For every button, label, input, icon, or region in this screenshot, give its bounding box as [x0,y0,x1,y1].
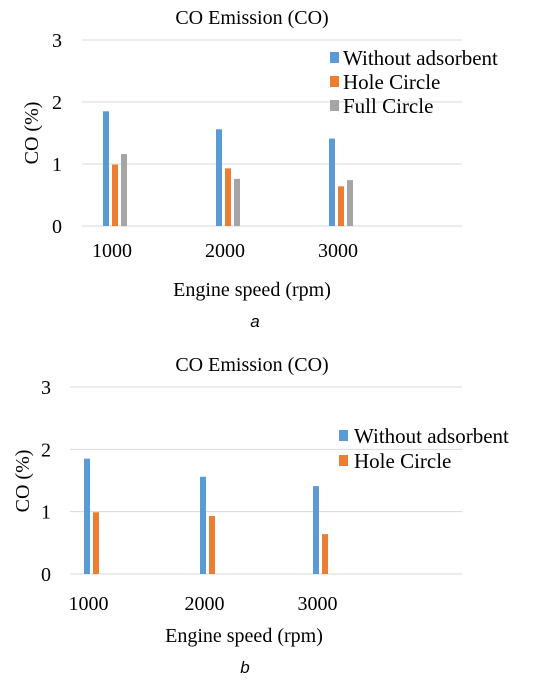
bar-without-adsorbent-1000 [84,458,90,574]
chart-a-bars [103,111,353,226]
bar-full-circle-1000 [121,154,127,226]
legend-swatch [339,455,348,466]
chart-a: CO Emission (CO) 0 1 2 3 CO (%) 1000 200… [21,7,498,331]
bar-hole-circle-3000 [322,534,328,574]
legend-swatch [330,100,339,111]
chart-a-title: CO Emission (CO) [175,7,328,29]
y-tick-label: 1 [52,154,62,176]
y-tick-label: 2 [41,439,51,461]
x-tick-label: 2000 [205,240,245,262]
x-tick-label: 3000 [318,240,358,262]
bar-without-adsorbent-3000 [313,486,319,574]
legend-label: Without adsorbent [354,424,509,448]
bar-full-circle-3000 [347,180,353,226]
chart-b-caption: b [240,658,249,677]
legend-label: Hole Circle [343,70,440,94]
bar-hole-circle-1000 [93,512,99,574]
bar-hole-circle-3000 [338,186,344,226]
y-tick-label: 1 [41,502,51,524]
x-tick-label: 3000 [298,593,338,615]
y-tick-label: 2 [52,92,62,114]
y-tick-label: 3 [52,30,62,52]
legend-label: Full Circle [343,94,433,118]
bar-without-adsorbent-2000 [200,476,206,574]
chart-a-legend: Without adsorbent Hole Circle Full Circl… [330,46,498,118]
chart-b-y-axis-label: CO (%) [12,450,34,513]
chart-b-y-ticks: 0 1 2 3 [41,377,51,586]
legend-swatch [330,76,339,87]
chart-b-legend: Without adsorbent Hole Circle [339,424,509,473]
chart-b-x-axis-label: Engine speed (rpm) [165,625,323,647]
x-tick-label: 1000 [69,593,109,615]
bar-without-adsorbent-2000 [216,129,222,226]
bar-hole-circle-2000 [225,168,231,226]
x-tick-label: 1000 [92,240,132,262]
bar-hole-circle-1000 [112,164,118,226]
chart-b-gridlines [70,386,462,575]
y-tick-label: 0 [52,216,62,238]
chart-a-y-ticks: 0 1 2 3 [52,30,62,238]
chart-a-gridlines [82,39,462,227]
bar-full-circle-2000 [234,178,240,226]
x-tick-label: 2000 [185,593,225,615]
chart-a-x-axis-label: Engine speed (rpm) [173,279,331,301]
legend-swatch [339,430,348,441]
legend-label: Without adsorbent [343,46,498,70]
y-tick-label: 3 [41,377,51,399]
bar-without-adsorbent-1000 [103,111,109,226]
legend-label: Hole Circle [354,449,451,473]
chart-a-x-ticks: 1000 2000 3000 [92,240,358,262]
bar-without-adsorbent-3000 [329,138,335,226]
chart-b-x-ticks: 1000 2000 3000 [69,593,338,615]
chart-a-y-axis-label: CO (%) [21,102,43,165]
chart-b-title: CO Emission (CO) [175,354,328,376]
y-tick-label: 0 [41,564,51,586]
chart-b-bars [84,458,328,574]
chart-b: CO Emission (CO) 0 1 2 3 CO (%) 1000 200… [12,354,509,677]
bar-hole-circle-2000 [209,516,215,574]
legend-swatch [330,52,339,63]
chart-a-caption: a [250,312,259,331]
